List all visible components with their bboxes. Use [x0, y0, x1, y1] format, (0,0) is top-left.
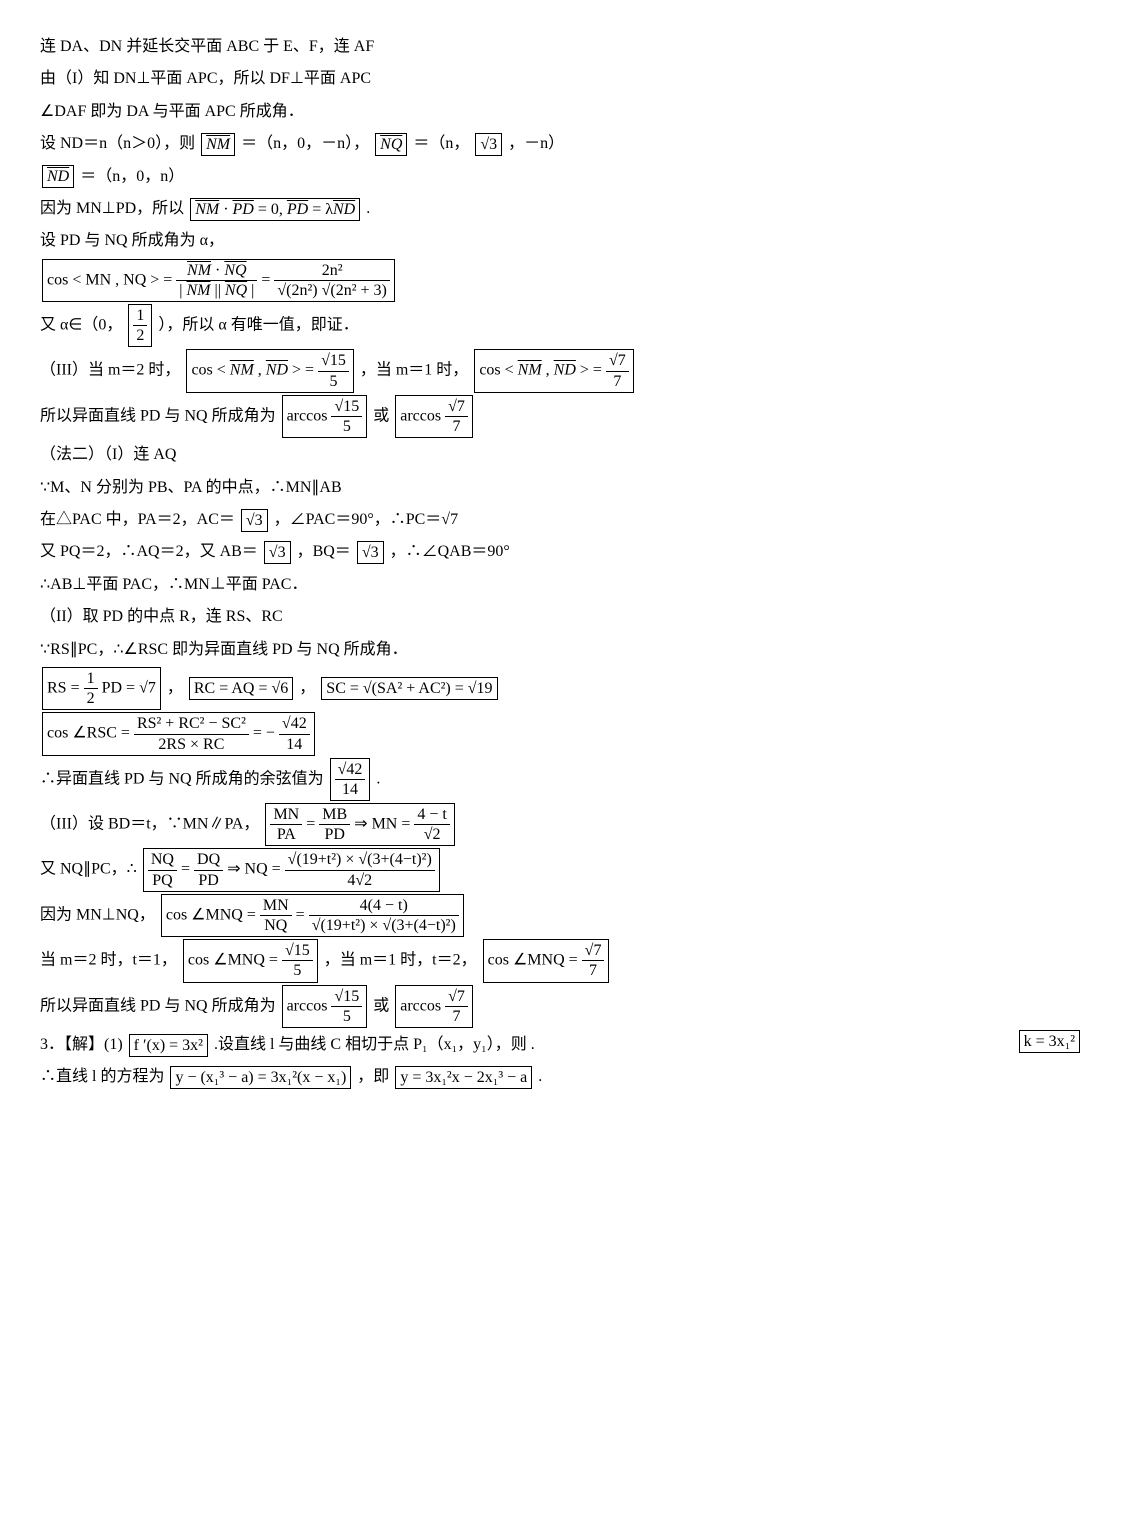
math-eq1: NM · PD = 0, PD = λND — [190, 198, 360, 221]
text: 所以异面直线 PD 与 NQ 所成角为 — [40, 997, 276, 1014]
text-line: （法二）（I）连 AQ — [40, 440, 1082, 470]
text-line: ∴异面直线 PD 与 NQ 所成角的余弦值为 √4214 . — [40, 758, 1082, 801]
text-line: ∠DAF 即为 DA 与平面 APC 所成角． — [40, 97, 1082, 127]
text: 又 α∈（0， — [40, 316, 122, 333]
math-vec-nq: NQ — [375, 133, 407, 156]
text: 3．【解】(1) — [40, 1036, 123, 1053]
text: 设 ND＝n（n＞0），则 — [40, 135, 195, 152]
text: 因为 MN⊥NQ， — [40, 906, 155, 923]
text: 或 — [373, 407, 389, 424]
text-line: 设 PD 与 NQ 所成角为 α， — [40, 226, 1082, 256]
math-sqrt3-d: √3 — [357, 541, 384, 564]
math-k: k = 3x₁² — [1019, 1030, 1080, 1053]
math-tangent: y − (x₁³ − a) = 3x₁²(x − x₁) — [170, 1066, 351, 1089]
text: . — [531, 1036, 535, 1053]
text-line: 连 DA、DN 并延长交平面 ABC 于 E、F，连 AF — [40, 32, 1082, 62]
text: ＝（n，0，n） — [80, 168, 184, 185]
text-line: 3．【解】(1) f ′(x) = 3x² .设直线 l 与曲线 C 相切于点 … — [40, 1030, 1082, 1060]
math-cos-mn-nq: cos < MN , NQ > = NM · NQ| NM || NQ | = … — [42, 259, 395, 302]
math-rs: RS = 12 PD = √7 — [42, 667, 161, 710]
text: . — [366, 200, 370, 217]
text-line: （II）取 PD 的中点 R，连 RS、RC — [40, 602, 1082, 632]
math-cos-nm-nd-2: cos < NM , ND > = √77 — [474, 349, 633, 392]
text: ，－n） — [508, 135, 564, 152]
text: ，∴∠QAB＝90° — [390, 543, 510, 560]
text: 当 m＝2 时，t＝1， — [40, 952, 177, 969]
text-line: ∴AB⊥平面 PAC，∴MN⊥平面 PAC． — [40, 570, 1082, 600]
math-rc: RC = AQ = √6 — [189, 677, 293, 700]
math-vec-nd: ND — [42, 165, 74, 188]
text: （III）当 m＝2 时， — [40, 362, 180, 379]
math-mn-pa: MNPA = MBPD ⇒ MN = 4 − t√2 — [265, 803, 454, 846]
math-sqrt3-c: √3 — [264, 541, 291, 564]
math-sqrt3: √3 — [475, 133, 502, 156]
math-line: RS = 12 PD = √7 ， RC = AQ = √6 ， SC = √(… — [40, 667, 1082, 710]
text-line: 又 PQ＝2，∴AQ＝2，又 AB＝ √3 ，BQ＝ √3 ，∴∠QAB＝90° — [40, 537, 1082, 567]
text: ， — [167, 679, 183, 696]
math-sqrt42-14: √4214 — [330, 758, 371, 801]
math-line: cos < MN , NQ > = NM · NQ| NM || NQ | = … — [40, 259, 1082, 302]
text: . — [538, 1068, 542, 1085]
math-arccos-2: arccos √77 — [395, 395, 473, 438]
text: ， — [299, 679, 315, 696]
text-line: 又 NQ∥PC，∴ NQPQ = DQPD ⇒ NQ = √(19+t²) × … — [40, 848, 1082, 891]
text-line: 所以异面直线 PD 与 NQ 所成角为 arccos √155 或 arccos… — [40, 395, 1082, 438]
text-line: 所以异面直线 PD 与 NQ 所成角为 arccos √155 或 arccos… — [40, 985, 1082, 1028]
text-line: 由（I）知 DN⊥平面 APC，所以 DF⊥平面 APC — [40, 64, 1082, 94]
text: ），所以 α 有唯一值，即证． — [158, 316, 358, 333]
math-cos-mnq-2: cos ∠MNQ = √77 — [483, 939, 610, 982]
text: ，当 m＝1 时， — [360, 362, 468, 379]
math-nq-pq: NQPQ = DQPD ⇒ NQ = √(19+t²) × √(3+(4−t)²… — [143, 848, 440, 891]
math-tangent2: y = 3x₁²x − 2x₁³ − a — [395, 1066, 532, 1089]
math-line: cos ∠RSC = RS² + RC² − SC²2RS × RC = − √… — [40, 712, 1082, 755]
text: ，∠PAC＝90°，∴PC＝√7 — [274, 511, 458, 528]
math-sqrt3-b: √3 — [241, 509, 268, 532]
text: ∴异面直线 PD 与 NQ 所成角的余弦值为 — [40, 770, 324, 787]
text: ＝（n， — [413, 135, 469, 152]
math-cos-mnq: cos ∠MNQ = MNNQ = 4(4 − t)√(19+t²) × √(3… — [161, 894, 464, 937]
text: 又 NQ∥PC，∴ — [40, 861, 137, 878]
text: ，BQ＝ — [297, 543, 351, 560]
math-sc: SC = √(SA² + AC²) = √19 — [321, 677, 497, 700]
text-line: 因为 MN⊥PD，所以 NM · PD = 0, PD = λND . — [40, 194, 1082, 224]
text: （III）设 BD＝t，∵MN∥PA， — [40, 815, 259, 832]
math-arccos-3: arccos √155 — [282, 985, 368, 1028]
text-line: ∵RS∥PC，∴∠RSC 即为异面直线 PD 与 NQ 所成角． — [40, 635, 1082, 665]
text: ，当 m＝1 时，t＝2， — [324, 952, 477, 969]
text-line: ∴直线 l 的方程为 y − (x₁³ − a) = 3x₁²(x − x₁) … — [40, 1062, 1082, 1092]
text: . — [376, 770, 380, 787]
text: 因为 MN⊥PD，所以 — [40, 200, 184, 217]
text-line: 设 ND＝n（n＞0），则 NM ＝（n，0，－n）， NQ ＝（n， √3 ，… — [40, 129, 1082, 159]
text-line: 当 m＝2 时，t＝1， cos ∠MNQ = √155 ，当 m＝1 时，t＝… — [40, 939, 1082, 982]
text-line: 因为 MN⊥NQ， cos ∠MNQ = MNNQ = 4(4 − t)√(19… — [40, 894, 1082, 937]
text: 所以异面直线 PD 与 NQ 所成角为 — [40, 407, 276, 424]
text-line: （III）当 m＝2 时， cos < NM , ND > = √155 ，当 … — [40, 349, 1082, 392]
math-half: 12 — [128, 304, 152, 347]
math-cos-mnq-1: cos ∠MNQ = √155 — [183, 939, 318, 982]
text: ∴直线 l 的方程为 — [40, 1068, 164, 1085]
math-arccos-4: arccos √77 — [395, 985, 473, 1028]
text: ＝（n，0，－n）， — [241, 135, 369, 152]
text-line: ∵M、N 分别为 PB、PA 的中点，∴MN∥AB — [40, 473, 1082, 503]
text: .设直线 l 与曲线 C 相切于点 P₁（x₁，y₁），则 — [214, 1036, 527, 1053]
text: ，即 — [357, 1068, 389, 1085]
math-arccos-1: arccos √155 — [282, 395, 368, 438]
text: 或 — [373, 997, 389, 1014]
text-line: （III）设 BD＝t，∵MN∥PA， MNPA = MBPD ⇒ MN = 4… — [40, 803, 1082, 846]
math-fprime: f ′(x) = 3x² — [129, 1034, 208, 1057]
text-line: 又 α∈（0， 12 ），所以 α 有唯一值，即证． — [40, 304, 1082, 347]
math-vec-nm: NM — [201, 133, 235, 156]
math-cos-nm-nd-1: cos < NM , ND > = √155 — [186, 349, 353, 392]
text: 在△PAC 中，PA＝2，AC＝ — [40, 511, 235, 528]
math-cos-rsc: cos ∠RSC = RS² + RC² − SC²2RS × RC = − √… — [42, 712, 315, 755]
text-line: 在△PAC 中，PA＝2，AC＝ √3 ，∠PAC＝90°，∴PC＝√7 — [40, 505, 1082, 535]
text: 又 PQ＝2，∴AQ＝2，又 AB＝ — [40, 543, 258, 560]
text-line: ND ＝（n，0，n） — [40, 162, 1082, 192]
